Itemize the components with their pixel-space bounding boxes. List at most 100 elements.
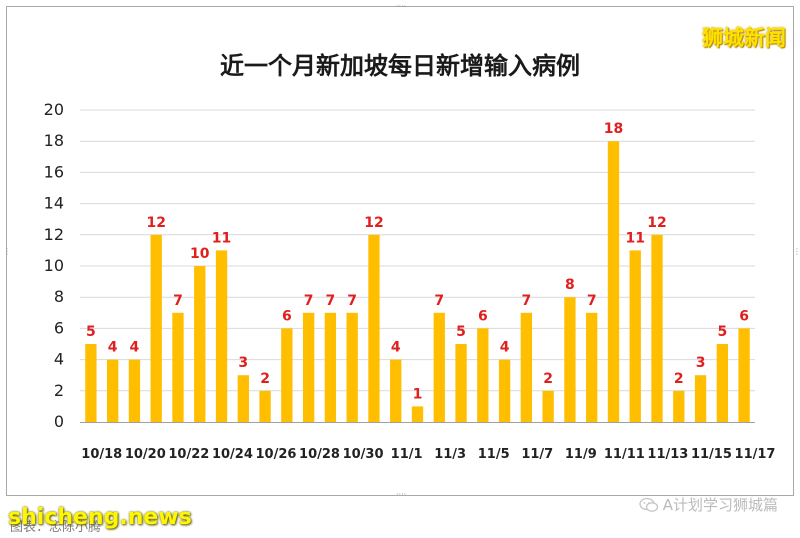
y-tick-label: 2 [54, 381, 64, 400]
frame-handle-right[interactable]: ⋮ [793, 247, 800, 256]
bar [607, 141, 620, 422]
watermark-left: shicheng.news [8, 505, 192, 530]
wechat-credit-text: A计划学习狮城篇 [662, 496, 778, 514]
y-tick-label: 6 [54, 318, 64, 337]
bar [194, 266, 206, 422]
bar [150, 234, 162, 422]
bar [128, 359, 141, 422]
gridlines [80, 109, 755, 392]
source-caption: 图表：忠陈小腾 [10, 520, 102, 535]
data-label: 11 [212, 230, 231, 246]
bar [85, 344, 97, 422]
frame-handle-top[interactable]: ···· [396, 2, 407, 11]
y-tick-label: 16 [44, 162, 64, 181]
bar [368, 234, 380, 422]
x-tick-label: 10/30 [343, 447, 384, 462]
bar [629, 250, 641, 422]
bar [651, 234, 663, 422]
bar [215, 250, 228, 422]
y-tick-label: 14 [44, 194, 64, 213]
bar [172, 312, 184, 422]
frame-handle-bottom[interactable]: ···· [396, 490, 407, 499]
data-label: 2 [543, 371, 553, 387]
bar [237, 375, 249, 422]
data-label: 7 [304, 293, 314, 309]
data-label: 7 [587, 293, 597, 309]
data-label: 12 [364, 215, 383, 231]
bar [738, 328, 750, 422]
data-label: 4 [391, 340, 401, 356]
data-label: 5 [456, 324, 466, 340]
bars [85, 141, 750, 422]
x-tick-label: 10/20 [125, 447, 166, 462]
data-label: 2 [674, 371, 684, 387]
x-tick-label: 10/24 [212, 447, 253, 462]
bar [281, 328, 293, 422]
x-tick-label: 11/3 [434, 447, 466, 462]
y-tick-label: 0 [54, 412, 64, 431]
data-label: 6 [739, 308, 749, 324]
data-label: 6 [282, 308, 292, 324]
watermark-top: 狮城新闻 [702, 26, 786, 50]
wechat-icon [639, 497, 658, 512]
data-label: 12 [647, 215, 666, 231]
data-label: 6 [478, 308, 488, 324]
data-label: 3 [696, 355, 706, 371]
bar [302, 312, 315, 422]
y-tick-label: 10 [44, 256, 64, 275]
x-tick-label: 10/26 [255, 447, 296, 462]
x-tick-label: 11/13 [647, 447, 688, 462]
bar [107, 359, 119, 422]
bar [498, 359, 511, 422]
data-label: 2 [260, 371, 270, 387]
x-tick-label: 11/7 [521, 447, 553, 462]
bar [455, 344, 467, 422]
x-tick-label: 11/15 [691, 447, 732, 462]
bar [477, 328, 489, 422]
data-label: 7 [347, 293, 357, 309]
x-tick-label: 11/11 [604, 447, 645, 462]
data-label: 10 [190, 246, 210, 262]
y-axis-ticks: 0 2 4 6 8 10 12 14 16 18 20 [44, 100, 64, 431]
bar [411, 406, 424, 422]
frame-handle-left[interactable]: ⋮ [3, 247, 11, 256]
y-tick-label: 4 [54, 350, 64, 369]
x-tick-label: 11/5 [478, 447, 510, 462]
x-tick-label: 10/28 [299, 447, 340, 462]
bar [564, 297, 576, 422]
data-label: 12 [146, 215, 165, 231]
x-tick-label: 11/17 [735, 447, 776, 462]
bar [390, 359, 402, 422]
chart-title: 近一个月新加坡每日新增输入病例 [220, 52, 580, 80]
wechat-credit: A计划学习狮城篇 [639, 494, 778, 515]
x-tick-label: 11/1 [391, 447, 423, 462]
bar [324, 312, 337, 422]
bar [694, 375, 707, 422]
x-axis-ticks: 10/18 10/20 10/22 10/24 10/26 10/28 10/30 11/1 1… [81, 447, 775, 462]
data-label: 7 [326, 293, 336, 309]
data-label: 4 [500, 340, 510, 356]
bar [520, 312, 533, 422]
y-tick-label: 18 [44, 131, 64, 150]
x-tick-label: 10/18 [81, 447, 122, 462]
bar [586, 312, 598, 422]
x-tick-label: 10/22 [168, 447, 209, 462]
data-label: 5 [86, 324, 96, 340]
data-label: 7 [521, 293, 531, 309]
data-label: 4 [130, 340, 140, 356]
bar [433, 312, 445, 422]
data-label: 3 [238, 355, 248, 371]
data-label: 11 [625, 230, 644, 246]
y-tick-label: 20 [44, 100, 64, 119]
x-tick-label: 11/9 [565, 447, 597, 462]
data-label: 18 [604, 121, 623, 137]
y-tick-label: 12 [44, 225, 64, 244]
bar [716, 344, 728, 422]
data-label: 4 [108, 340, 118, 356]
bar [673, 390, 685, 422]
bar [346, 312, 358, 422]
y-tick-label: 8 [54, 287, 64, 306]
bar [259, 390, 271, 422]
